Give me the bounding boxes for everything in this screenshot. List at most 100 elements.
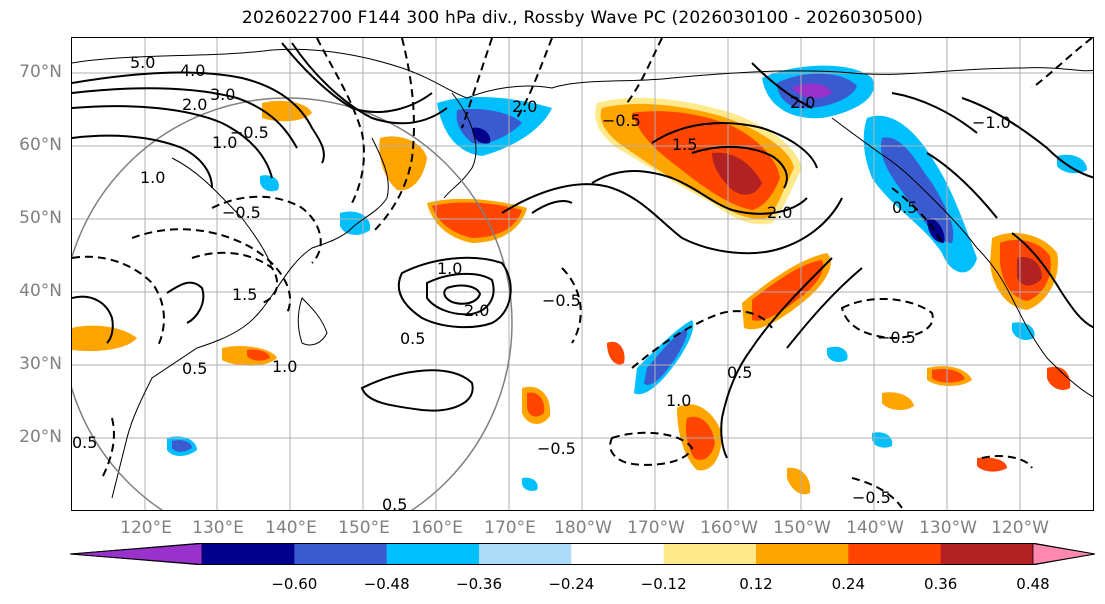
lon-label: 130°E: [192, 518, 244, 538]
contour-label: 1.5: [672, 135, 697, 154]
contour-label: 3.0: [210, 85, 235, 104]
blob-negative: [472, 127, 491, 144]
blob-positive: [1017, 257, 1042, 286]
blob-positive: [977, 457, 1007, 472]
contour-label: 1.0: [212, 133, 237, 152]
colorbar-segment: [479, 543, 572, 565]
colorbar-segment: [571, 543, 665, 565]
colorbar-tick-label: −0.60: [271, 575, 318, 593]
contour-label: −0.5: [852, 488, 891, 507]
contour-label: 4.0: [180, 61, 205, 80]
blob-positive: [262, 100, 312, 122]
lon-label: 170°W: [627, 518, 685, 538]
contour-label: −0.5: [877, 328, 916, 347]
contour-label: 2.0: [512, 97, 537, 116]
contour-label: 0.5: [892, 198, 917, 217]
contour-label: 1.0: [666, 391, 691, 410]
lon-label: 170°E: [484, 518, 536, 538]
contour-label: 5.0: [130, 53, 155, 72]
lat-label: 50°N: [19, 208, 62, 228]
blob-positive: [527, 392, 545, 417]
blob-positive: [1047, 366, 1071, 390]
colorbar-segment: [940, 543, 1034, 565]
contour-label: 2.0: [767, 203, 792, 222]
lon-label: 120°W: [991, 518, 1049, 538]
blob-positive: [712, 152, 762, 195]
colorbar-tick-label: 0.12: [739, 575, 773, 593]
contour-label: 1.5: [232, 285, 257, 304]
lon-label: 130°W: [919, 518, 977, 538]
contour-label: 0.5: [727, 363, 752, 382]
contour-label: 1.0: [272, 357, 297, 376]
contour-label: −0.5: [230, 123, 269, 142]
blob-negative: [1057, 154, 1087, 174]
blob-positive: [882, 392, 914, 410]
lon-label: 160°E: [411, 518, 463, 538]
contour-label: −0.5: [222, 203, 261, 222]
colorbar-segment: [1032, 543, 1095, 565]
lat-label: 40°N: [19, 281, 62, 301]
blob-positive: [932, 369, 965, 383]
contour-label: −0.5: [537, 439, 576, 458]
negative-contours: [72, 38, 1093, 509]
contour-label: −1.0: [972, 113, 1011, 132]
colorbar-tick-label: 0.48: [1016, 575, 1050, 593]
reference-circle: [72, 97, 513, 510]
colorbar-tick-label: −0.24: [548, 575, 595, 593]
blob-negative: [172, 440, 192, 452]
contour-label: 2.0: [790, 93, 815, 112]
contour-label: 0.5: [72, 433, 97, 452]
map-canvas: 5.0 4.0 3.0 2.0 1.0 1.0 −0.5 1.0 0.5 2.0…: [72, 38, 1093, 511]
lon-label: 180°W: [554, 518, 612, 538]
contour-label: −0.5: [542, 291, 581, 310]
contour-label: 2.0: [182, 95, 207, 114]
colorbar-segment: [848, 543, 942, 565]
blob-positive: [432, 202, 522, 238]
colorbar-tick-label: −0.48: [363, 575, 410, 593]
blob-negative: [881, 137, 954, 243]
blob-positive: [607, 341, 625, 365]
colorbar-tick-label: 0.36: [923, 575, 958, 593]
lon-label: 150°E: [338, 518, 390, 538]
lat-label: 70°N: [19, 62, 62, 82]
map-title: 2026022700 F144 300 hPa div., Rossby Wav…: [241, 8, 924, 28]
colorbar-segment: [294, 543, 388, 565]
coastlines: [72, 48, 1093, 499]
contour-label: 0.5: [382, 495, 407, 511]
blob-positive: [247, 349, 270, 361]
lat-label: 60°N: [19, 135, 62, 155]
blob-positive: [787, 467, 811, 495]
lon-label: 160°W: [700, 518, 758, 538]
contour-label: 0.5: [400, 329, 425, 348]
colorbar-segment: [70, 543, 203, 565]
blob-negative: [927, 217, 945, 243]
blob-negative: [792, 83, 832, 99]
contour-label: 2.0: [464, 301, 489, 320]
colorbar-tick-label: −0.36: [456, 575, 502, 593]
colorbar-segment: [663, 543, 757, 565]
colorbar-segment: [756, 543, 849, 565]
lon-label: 150°W: [773, 518, 831, 538]
lat-label: 30°N: [19, 354, 62, 374]
colorbar-segment: [202, 543, 295, 565]
colorbar-tick-label: 0.24: [831, 575, 866, 593]
lon-label: 140°E: [265, 518, 317, 538]
blob-negative: [827, 346, 848, 363]
blob-negative: [260, 175, 279, 192]
contour-labels: 5.0 4.0 3.0 2.0 1.0 1.0 −0.5 1.0 0.5 2.0…: [72, 53, 1011, 511]
blob-negative: [1012, 322, 1035, 341]
blob-negative: [522, 477, 538, 491]
blob-negative: [340, 211, 371, 235]
blob-negative: [872, 432, 893, 448]
map-panel[interactable]: 5.0 4.0 3.0 2.0 1.0 1.0 −0.5 1.0 0.5 2.0…: [71, 37, 1094, 511]
colorbar-tick-label: −0.12: [640, 575, 687, 593]
lon-label: 140°W: [846, 518, 904, 538]
lat-label: 20°N: [19, 427, 62, 447]
lon-label: 120°E: [120, 518, 172, 538]
blob-positive: [752, 260, 824, 321]
blob-negative: [456, 108, 522, 144]
contour-label: 1.0: [140, 168, 165, 187]
divergence-shading: [72, 65, 1087, 495]
colorbar: [70, 543, 1095, 565]
colorbar-outline: [70, 543, 1095, 565]
